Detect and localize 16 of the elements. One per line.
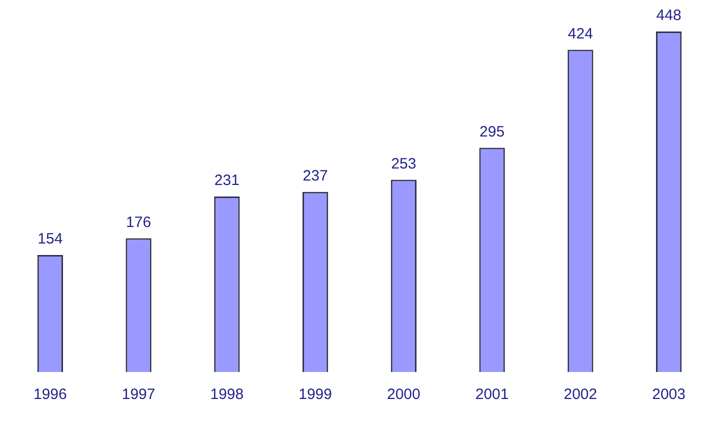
x-tick-label: 2002 xyxy=(564,386,598,404)
data-label: 253 xyxy=(391,155,416,172)
data-label: 295 xyxy=(480,123,505,140)
x-tick-label: 2003 xyxy=(652,386,686,404)
data-label: 448 xyxy=(656,7,682,24)
data-label: 154 xyxy=(38,230,63,248)
x-tick-label: 2000 xyxy=(387,386,420,404)
x-tick-label: 1997 xyxy=(122,386,156,404)
x-tick-label: 1999 xyxy=(298,386,332,404)
x-tick-label: 2001 xyxy=(475,386,509,404)
data-label: 231 xyxy=(214,172,240,190)
data-label: 424 xyxy=(568,25,593,42)
x-tick-label: 1998 xyxy=(210,386,244,404)
data-label: 237 xyxy=(302,168,328,185)
data-label: 176 xyxy=(126,214,152,231)
x-tick-label: 1996 xyxy=(34,386,67,404)
